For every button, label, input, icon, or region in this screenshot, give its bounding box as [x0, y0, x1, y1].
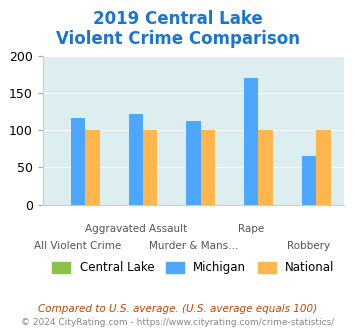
Text: Murder & Mans...: Murder & Mans...: [149, 241, 238, 251]
Bar: [316, 130, 331, 205]
Bar: [129, 114, 143, 205]
Text: 2019 Central Lake: 2019 Central Lake: [93, 10, 262, 28]
Bar: [302, 156, 316, 205]
Text: Aggravated Assault: Aggravated Assault: [84, 224, 187, 234]
Text: Rape: Rape: [238, 224, 264, 234]
Legend: Central Lake, Michigan, National: Central Lake, Michigan, National: [47, 255, 340, 280]
Text: Violent Crime Comparison: Violent Crime Comparison: [55, 30, 300, 48]
Bar: [186, 121, 201, 205]
Bar: [143, 130, 157, 205]
Bar: [258, 130, 273, 205]
Text: All Violent Crime: All Violent Crime: [34, 241, 122, 251]
Bar: [244, 79, 258, 205]
Text: Robbery: Robbery: [288, 241, 331, 251]
Bar: [201, 130, 215, 205]
Bar: [85, 130, 100, 205]
Text: Compared to U.S. average. (U.S. average equals 100): Compared to U.S. average. (U.S. average …: [38, 304, 317, 314]
Text: © 2024 CityRating.com - https://www.cityrating.com/crime-statistics/: © 2024 CityRating.com - https://www.city…: [21, 318, 334, 327]
Bar: [71, 118, 85, 205]
